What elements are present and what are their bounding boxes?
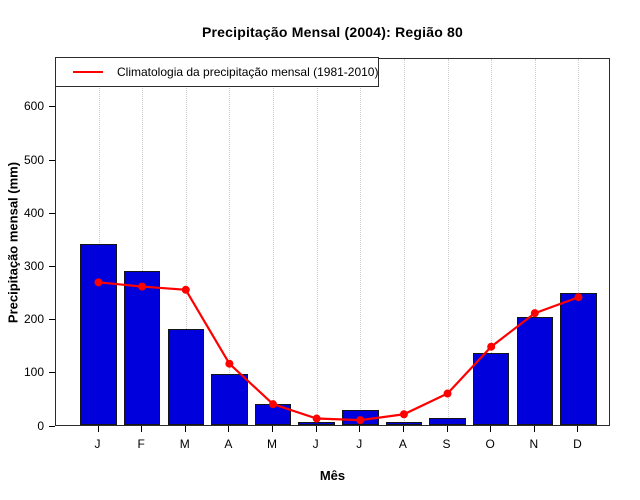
x-tick — [272, 426, 274, 432]
y-tick — [49, 265, 55, 267]
climatology-point — [530, 309, 539, 318]
y-tick-label: 600 — [23, 99, 44, 114]
gridline — [142, 59, 144, 425]
x-tick — [533, 426, 535, 432]
bar-month-1 — [80, 244, 117, 425]
gridline — [447, 59, 449, 425]
climatology-point — [574, 293, 583, 302]
x-tick-label: O — [485, 437, 495, 451]
gridline — [98, 59, 100, 425]
climatology-point — [356, 416, 365, 425]
x-tick-label: J — [312, 437, 319, 451]
legend-line-sample — [73, 71, 103, 73]
legend-label: Climatologia da precipitação mensal (198… — [117, 65, 379, 79]
chart-title: Precipitação Mensal (2004): Região 80 — [201, 24, 464, 40]
climatology-point — [399, 410, 408, 419]
x-tick-label: F — [137, 437, 145, 451]
bar-month-12 — [560, 292, 597, 425]
x-tick-label: A — [224, 437, 233, 451]
x-tick-label: J — [94, 437, 101, 451]
x-tick — [141, 426, 143, 432]
climatology-line — [98, 281, 579, 422]
x-tick — [97, 426, 99, 432]
x-tick-label: J — [356, 437, 363, 451]
x-tick — [228, 426, 230, 432]
bar-month-11 — [516, 317, 554, 425]
x-tick — [315, 426, 317, 432]
y-tick — [49, 159, 55, 161]
climatology-point — [312, 414, 321, 423]
gridline — [360, 59, 362, 425]
bar-month-3 — [167, 329, 204, 425]
bar-month-2 — [123, 270, 161, 425]
gridline — [185, 59, 187, 425]
x-tick — [359, 426, 361, 432]
bar-month-8 — [385, 422, 423, 425]
x-tick-label: N — [529, 437, 539, 451]
y-tick-label: 400 — [23, 205, 44, 220]
climatology-point — [269, 400, 278, 409]
climatology-point — [181, 285, 190, 294]
gridline — [403, 59, 405, 425]
y-tick — [49, 212, 55, 214]
x-tick-label: M — [179, 437, 190, 451]
climatology-point — [94, 278, 103, 287]
gridline — [229, 59, 231, 425]
y-tick — [49, 106, 55, 108]
x-tick-label: D — [573, 437, 582, 451]
gridline — [534, 59, 536, 425]
bar-month-9 — [429, 417, 466, 425]
y-tick-label: 100 — [23, 365, 44, 380]
plot-area — [55, 58, 610, 426]
y-tick-label: 300 — [23, 258, 44, 273]
bar-month-10 — [472, 352, 510, 425]
y-tick-label: 500 — [23, 152, 44, 167]
climatology-point — [138, 282, 147, 291]
gridline — [491, 59, 493, 425]
x-tick-label: M — [267, 437, 278, 451]
gridline — [273, 59, 275, 425]
y-tick — [49, 425, 55, 427]
climatology-point — [225, 359, 234, 368]
bar-month-4 — [211, 374, 248, 425]
y-tick — [49, 372, 55, 374]
x-tick-label: A — [398, 437, 407, 451]
x-tick-label: S — [442, 437, 451, 451]
climatology-point — [443, 389, 452, 398]
x-tick — [490, 426, 492, 432]
bar-month-6 — [298, 422, 335, 425]
x-tick — [184, 426, 186, 432]
x-axis-label: Mês — [319, 468, 346, 483]
y-tick-label: 0 — [37, 418, 44, 433]
gridline — [578, 59, 580, 425]
x-tick — [446, 426, 448, 432]
y-tick-label: 200 — [23, 312, 44, 327]
y-tick — [49, 319, 55, 321]
climatology-point — [487, 342, 496, 351]
x-tick — [577, 426, 579, 432]
legend-box: Climatologia da precipitação mensal (198… — [55, 57, 379, 87]
x-tick — [402, 426, 404, 432]
gridline — [316, 59, 318, 425]
climatology-line-layer — [94, 278, 583, 425]
